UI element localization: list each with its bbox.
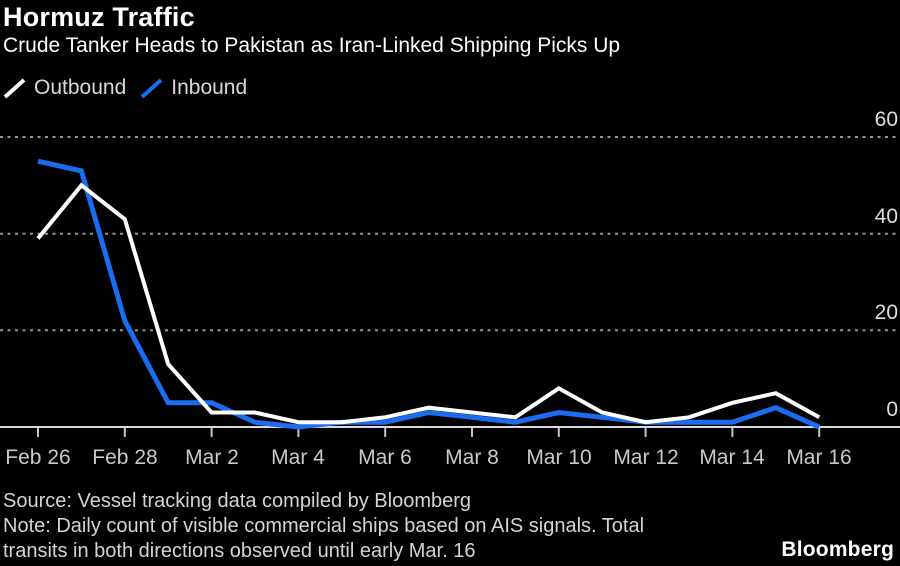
chart-title: Hormuz Traffic: [3, 2, 195, 32]
legend-item-outbound: Outbound: [3, 76, 126, 100]
outbound-line: [36, 182, 821, 425]
x-axis-label: Feb 28: [92, 446, 158, 469]
y-axis-label-40: 40: [874, 205, 898, 228]
legend: Outbound Inbound: [3, 76, 247, 100]
data-note-line-2: transits in both directions observed unt…: [3, 540, 476, 562]
x-axis-label: Mar 16: [786, 446, 852, 469]
inbound-line: [37, 158, 821, 430]
x-axis-label: Mar 4: [271, 446, 325, 469]
x-axis-label: Feb 26: [5, 446, 71, 469]
x-axis-label: Mar 6: [358, 446, 412, 469]
inbound-line-swatch-icon: [140, 78, 163, 98]
source-note: Source: Vessel tracking data compiled by…: [3, 490, 472, 512]
chart-subtitle: Crude Tanker Heads to Pakistan as Iran-L…: [3, 34, 621, 57]
bloomberg-logo: Bloomberg: [781, 538, 894, 561]
x-axis-label: Mar 14: [699, 446, 765, 469]
legend-label-outbound: Outbound: [34, 76, 127, 99]
outbound-line-swatch-icon: [3, 78, 26, 98]
x-axis-label: Mar 10: [526, 446, 592, 469]
x-axis-label: Mar 8: [445, 446, 499, 469]
x-axis-label: Mar 12: [613, 446, 679, 469]
legend-item-inbound: Inbound: [140, 76, 247, 100]
data-note-line-1: Note: Daily count of visible commercial …: [3, 515, 645, 537]
y-axis-label-60: 60: [874, 108, 898, 131]
footer: Source: Vessel tracking data compiled by…: [3, 489, 644, 564]
legend-label-inbound: Inbound: [171, 76, 248, 99]
x-axis-label: Mar 2: [185, 446, 239, 469]
y-axis-label-0: 0: [886, 398, 898, 421]
y-axis-label-20: 20: [874, 301, 898, 324]
